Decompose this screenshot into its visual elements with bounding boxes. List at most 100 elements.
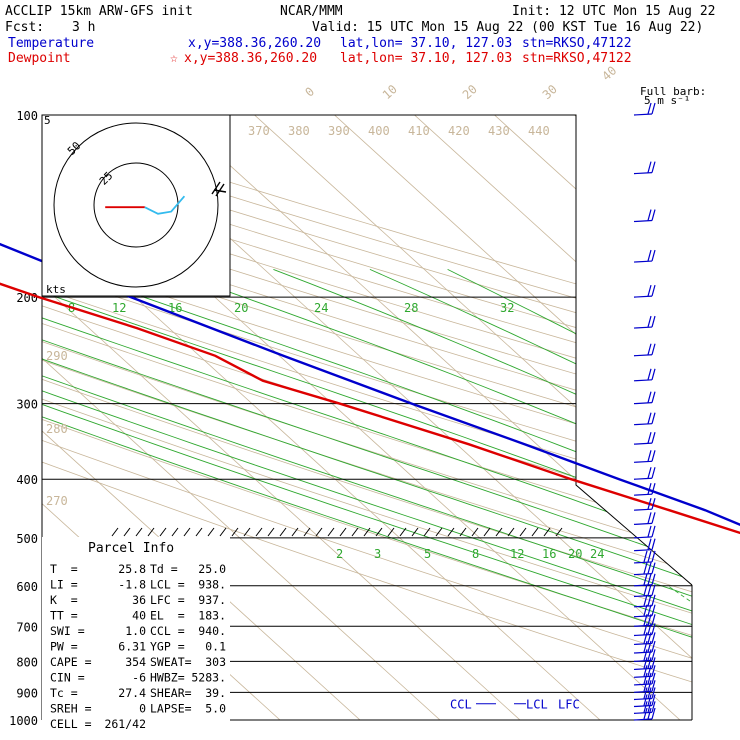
parcel-param-value: -1.8 (118, 578, 146, 592)
mixing-ratio-label: 12 (510, 547, 524, 561)
wind-barb-flag (651, 343, 656, 355)
isotherm-line (414, 115, 692, 720)
wind-barb-flag (647, 343, 652, 355)
wind-barb-flag (651, 412, 656, 424)
wind-barb-flag (643, 701, 648, 713)
parcel-param-name: SREH = (50, 702, 92, 716)
wind-barb-flag (651, 680, 656, 692)
wind-barb-flag (651, 550, 656, 563)
wind-barb-flag (651, 665, 656, 677)
wind-barb-flag (647, 450, 652, 462)
parcel-param-value: 40 (132, 609, 146, 623)
wind-barb-flag (651, 614, 656, 626)
hatch-mark (255, 527, 263, 537)
parcel-param-name: LAPSE= (150, 702, 192, 716)
parcel-param-value: 938. (198, 578, 226, 592)
wind-barb-flag (651, 657, 656, 669)
isotherm-label: 30 (540, 82, 560, 102)
wind-barb-flag (651, 161, 656, 173)
diagram-frame-top-right (42, 114, 693, 586)
dry-adiabat-line (42, 115, 692, 720)
org-label: NCAR/MMM (280, 4, 343, 19)
wind-barb-flag (647, 701, 652, 713)
wind-barb-staff (633, 615, 653, 618)
wind-barb-flag (647, 604, 652, 616)
init-time: Init: 12 UTC Mon 15 Aug 22 (512, 4, 716, 19)
wind-barb-staff (633, 659, 653, 662)
legend-dewpoint-marker: ☆ (170, 51, 178, 66)
hatch-mark (243, 527, 251, 537)
wind-barb-flag (647, 584, 652, 596)
mixing-ratio-label: 3 (374, 547, 381, 561)
theta-label: 390 (328, 124, 350, 138)
wind-barb-staff (633, 594, 653, 598)
wind-barb-staff (633, 522, 653, 525)
wind-barb-flag (651, 562, 656, 574)
wind-barb-staff (633, 536, 653, 539)
theta-label: 380 (288, 124, 310, 138)
parcel-param-value: 183. (198, 609, 226, 623)
wind-barb-flag (643, 614, 648, 626)
parcel-param-value: 6.31 (118, 640, 146, 654)
dry-adiabat-line (42, 115, 692, 720)
hatch-mark (507, 527, 515, 537)
mixing-ratio-label: 5 (424, 547, 431, 561)
hatch-mark (483, 527, 491, 537)
wind-barb-flag (651, 432, 656, 444)
parcel-param-value: 36 (132, 593, 146, 607)
wind-barb-flag (651, 315, 656, 328)
parcel-param-name: T = (50, 562, 78, 576)
isotherm-line (42, 115, 521, 720)
wind-barb-staff (633, 572, 653, 576)
wind-barb-staff (633, 718, 653, 721)
lfc-marker-label: LFC (558, 698, 580, 712)
parcel-param-value: 25.0 (198, 562, 226, 576)
wind-barb-flag (651, 538, 656, 550)
wind-barb-flag (643, 573, 648, 585)
parcel-param-value: 937. (198, 593, 226, 607)
wind-barb-flag (643, 649, 648, 661)
moist-adiabat-line (42, 268, 692, 720)
legend-dewpoint-xy: x,y=388.36,260.20 (184, 51, 317, 66)
hatch-mark (543, 527, 551, 537)
isotherm-line (735, 115, 740, 720)
parcel-param-name: LI = (50, 578, 78, 592)
parcel-param-value: -6 (132, 671, 146, 685)
dry-adiabat-line (42, 115, 692, 720)
moist-adiabat-line (369, 268, 692, 720)
parcel-param-name: YGP = (150, 640, 185, 654)
valid-time: Valid: 15 UTC Mon 15 Aug 22 (00 KST Tue … (312, 20, 703, 35)
dry-adiabat-line (42, 115, 692, 720)
wind-barb-staff (633, 704, 653, 708)
pressure-tick-label: 900 (16, 686, 38, 700)
theta-label: 270 (46, 494, 68, 508)
wind-barb-staff (633, 172, 653, 175)
wind-barb-flag (651, 391, 656, 403)
moist-adiabat-line (42, 268, 692, 720)
hodograph-barb-glyph (211, 181, 227, 197)
hatch-mark (363, 527, 371, 537)
wind-barb-flag (643, 665, 648, 677)
wind-barb-flag (651, 640, 656, 653)
moist-adiabat-line (164, 268, 692, 720)
wind-barb-flag (643, 672, 648, 685)
pressure-tick-label: 300 (16, 398, 38, 412)
isotherm-label: 0 (302, 84, 317, 99)
wind-barb-staff (633, 477, 653, 480)
wind-barb-flag (651, 632, 656, 644)
hatch-mark (147, 527, 155, 537)
wind-barb-flag (643, 687, 648, 699)
wind-barb-staff (633, 295, 653, 298)
wind-barb-flag (647, 315, 652, 328)
wind-barb-flag (647, 432, 652, 444)
theta-label: 420 (448, 124, 470, 138)
wind-barb-flag (651, 483, 656, 495)
hatch-mark (351, 527, 359, 537)
hatch-mark (267, 527, 275, 537)
parcel-param-name: HWBZ= (150, 671, 185, 685)
isotherm-label: 40 (599, 63, 619, 83)
hatch-mark (387, 527, 395, 537)
hatch-mark (315, 527, 323, 537)
wind-barb-flag (647, 249, 652, 262)
